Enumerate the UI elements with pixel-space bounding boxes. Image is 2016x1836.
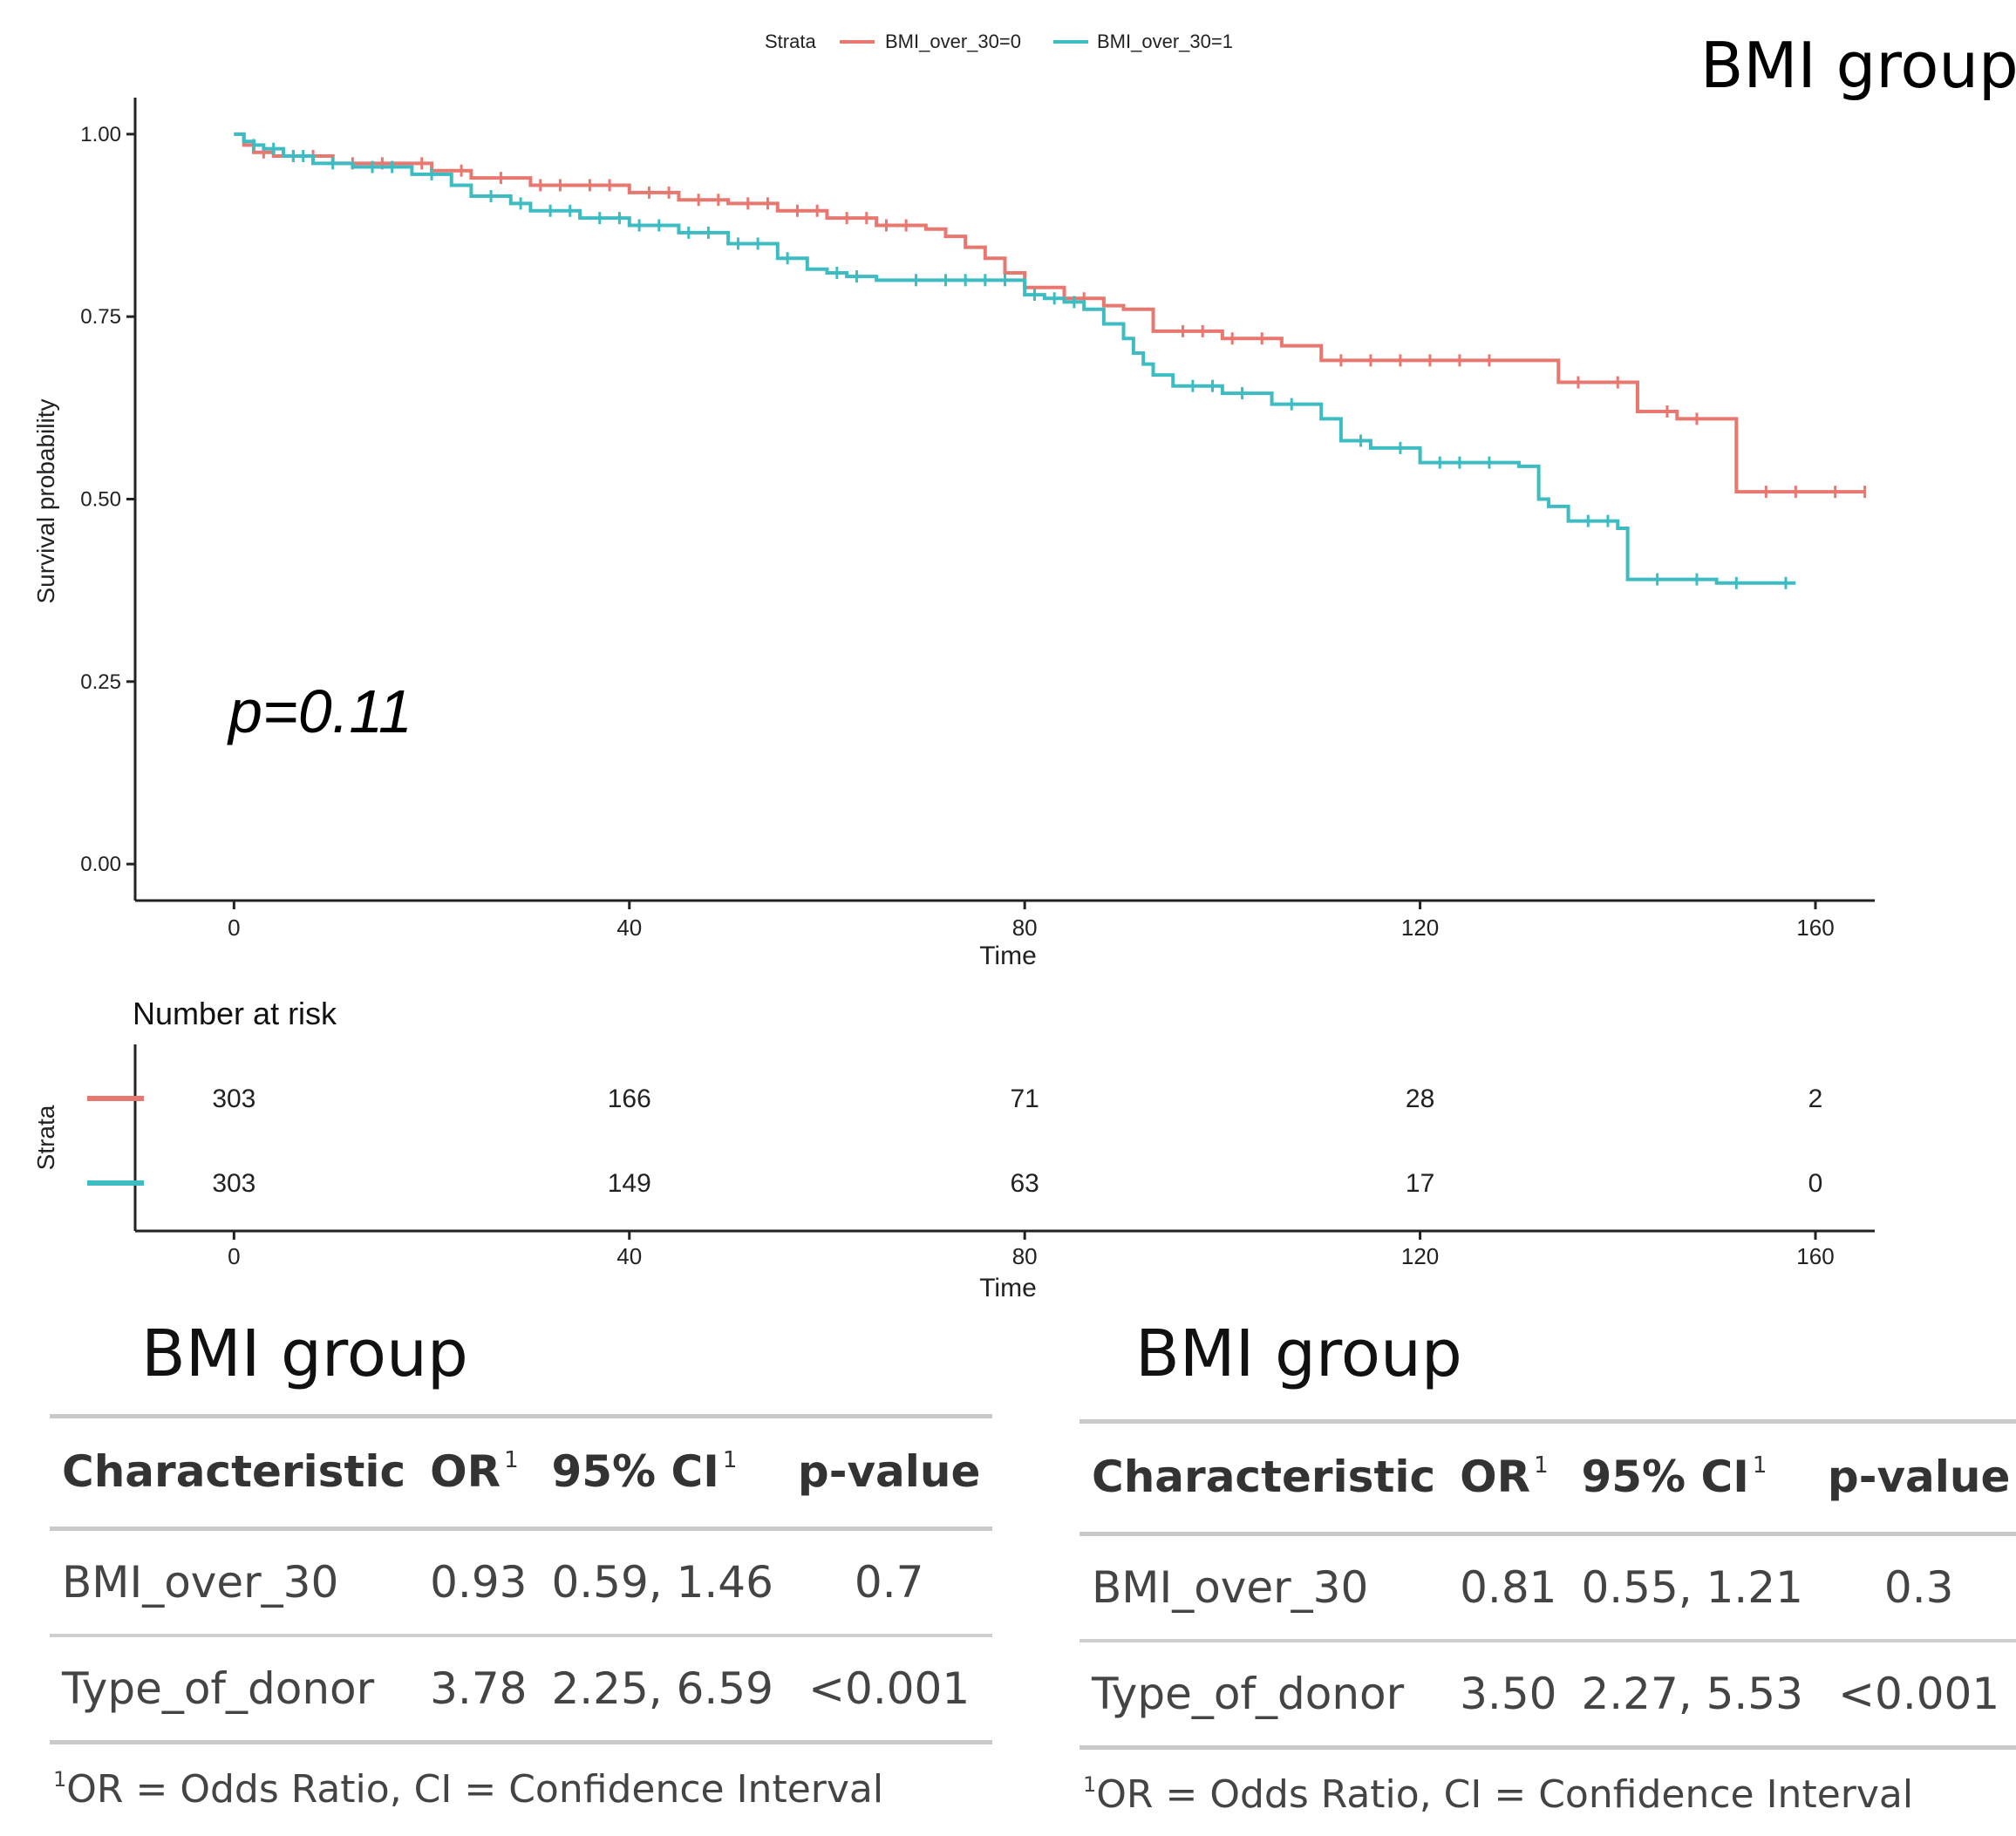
risk-x-tick-label: 40 xyxy=(616,1243,642,1269)
risk-count: 166 xyxy=(608,1085,651,1113)
cell-or: 3.78 xyxy=(418,1635,540,1744)
cell-pvalue: 0.3 xyxy=(1815,1533,2016,1642)
table-right-title: BMI group xyxy=(1135,1316,1462,1391)
y-ticks: 0.00 0.25 0.50 0.75 1.00 xyxy=(80,123,135,876)
y-tick-label: 1.00 xyxy=(80,123,121,146)
table-footnote: 1OR = Odds Ratio, CI = Confidence Interv… xyxy=(1083,1772,1914,1817)
cell-ci: 0.55, 1.21 xyxy=(1569,1533,1815,1642)
series-lines xyxy=(234,132,1867,589)
y-tick-label: 0.25 xyxy=(80,670,121,694)
risk-count: 63 xyxy=(1010,1169,1039,1198)
risk-table: Number at risk Strata 303 166 71 28 2 303 149 6… xyxy=(32,996,1875,1302)
table-left-title: BMI group xyxy=(141,1316,468,1391)
cell-characteristic: Type_of_donor xyxy=(50,1635,419,1744)
survival-plot: 0.00 0.25 0.50 0.75 1.00 0 40 80 120 160 Surviva… xyxy=(32,98,1875,970)
x-tick-label: 0 xyxy=(228,915,240,941)
cell-ci: 2.25, 6.59 xyxy=(539,1635,786,1744)
series-line-0 xyxy=(234,132,1865,494)
risk-count: 71 xyxy=(1010,1085,1039,1113)
cell-characteristic: BMI_over_30 xyxy=(1080,1533,1448,1642)
cell-or: 0.81 xyxy=(1447,1533,1570,1642)
header-or: OR 1 xyxy=(418,1414,540,1531)
chart-title: BMI group xyxy=(1700,29,2016,102)
cell-ci: 2.27, 5.53 xyxy=(1569,1641,1815,1750)
p-value-annotation: p=0.11 xyxy=(227,677,412,745)
risk-y-axis-label: Strata xyxy=(32,1105,59,1170)
risk-count: 0 xyxy=(1808,1169,1823,1198)
table-left: Characteristic OR 1 95% CI 1 p-value BMI_o… xyxy=(50,1414,993,1812)
y-tick-label: 0.75 xyxy=(80,305,121,329)
cell-or: 3.50 xyxy=(1447,1641,1570,1750)
risk-x-tick-label: 160 xyxy=(1796,1243,1834,1269)
risk-count: 149 xyxy=(608,1169,651,1198)
header-characteristic: Characteristic xyxy=(50,1414,419,1531)
risk-x-ticks: 0 40 80 120 160 xyxy=(228,1231,1835,1269)
cell-characteristic: Type_of_donor xyxy=(1080,1641,1448,1750)
header-pvalue: p-value xyxy=(785,1414,993,1531)
risk-rows: 303 166 71 28 2 303 149 63 17 0 xyxy=(87,1085,1822,1198)
risk-count: 28 xyxy=(1406,1085,1434,1113)
cell-pvalue: <0.001 xyxy=(785,1635,993,1744)
risk-count: 303 xyxy=(212,1169,255,1198)
table-header-row: Characteristic OR 1 95% CI 1 p-value xyxy=(1080,1419,2016,1536)
header-pvalue: p-value xyxy=(1815,1419,2016,1536)
header-ci: 95% CI 1 xyxy=(539,1414,786,1531)
legend-label-1: BMI_over_30=1 xyxy=(1097,31,1233,52)
table-header-row: Characteristic OR 1 95% CI 1 p-value xyxy=(50,1414,993,1531)
risk-count: 2 xyxy=(1808,1085,1823,1113)
risk-x-tick-label: 80 xyxy=(1012,1243,1038,1269)
header-ci: 95% CI 1 xyxy=(1569,1419,1815,1536)
y-axis-label: Survival probability xyxy=(32,399,59,604)
x-tick-label: 80 xyxy=(1012,915,1038,941)
table-right: Characteristic OR 1 95% CI 1 p-value BMI_o… xyxy=(1080,1419,2016,1817)
risk-x-axis-label: Time xyxy=(979,1274,1037,1302)
header-characteristic: Characteristic xyxy=(1080,1419,1448,1536)
cell-characteristic: BMI_over_30 xyxy=(50,1528,419,1637)
risk-x-tick-label: 0 xyxy=(228,1243,240,1269)
cell-or: 0.93 xyxy=(418,1528,540,1637)
legend-label-0: BMI_over_30=0 xyxy=(885,31,1021,52)
y-tick-label: 0.50 xyxy=(80,488,121,512)
x-tick-label: 120 xyxy=(1401,915,1439,941)
x-tick-label: 40 xyxy=(616,915,642,941)
legend-title: Strata xyxy=(765,31,816,52)
header-or: OR 1 xyxy=(1447,1419,1570,1536)
risk-count: 303 xyxy=(212,1085,255,1113)
table-footnote: 1OR = Odds Ratio, CI = Confidence Interv… xyxy=(53,1767,884,1812)
table-row: BMI_over_30 0.93 0.59, 1.46 0.7 xyxy=(50,1528,993,1637)
y-tick-label: 0.00 xyxy=(80,853,121,876)
series-line-1 xyxy=(234,132,1796,585)
risk-count: 17 xyxy=(1406,1169,1434,1198)
table-row: Type_of_donor 3.50 2.27, 5.53 <0.001 xyxy=(1080,1641,2016,1750)
cell-pvalue: 0.7 xyxy=(785,1528,993,1637)
legend: Strata BMI_over_30=0 BMI_over_30=1 xyxy=(765,31,1233,52)
x-ticks: 0 40 80 120 160 xyxy=(228,901,1835,941)
cell-ci: 0.59, 1.46 xyxy=(539,1528,786,1637)
table-row: Type_of_donor 3.78 2.25, 6.59 <0.001 xyxy=(50,1635,993,1744)
table-row: BMI_over_30 0.81 0.55, 1.21 0.3 xyxy=(1080,1533,2016,1642)
x-axis-label: Time xyxy=(979,942,1037,970)
risk-x-tick-label: 120 xyxy=(1401,1243,1439,1269)
cell-pvalue: <0.001 xyxy=(1815,1641,2016,1750)
risk-table-title: Number at risk xyxy=(133,996,337,1031)
x-tick-label: 160 xyxy=(1796,915,1834,941)
